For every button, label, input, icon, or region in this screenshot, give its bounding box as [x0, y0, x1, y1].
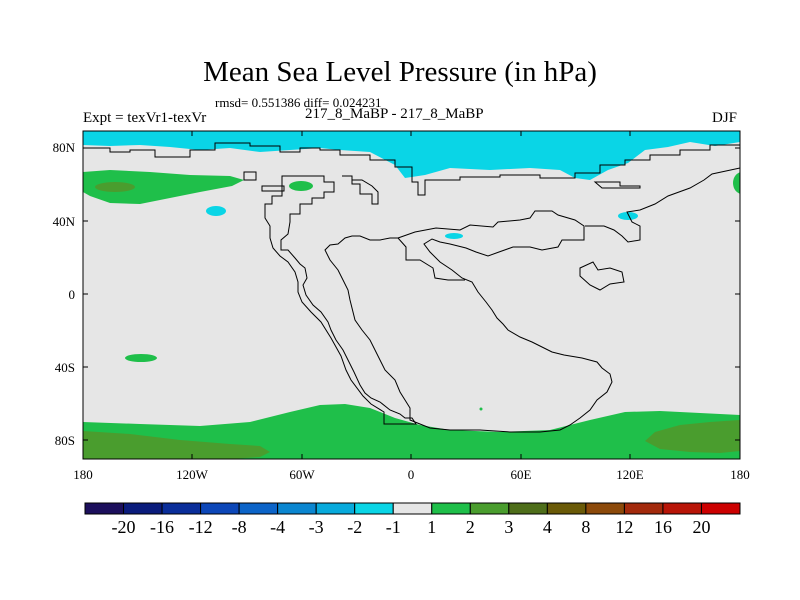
- colorbar-swatch: [161, 502, 202, 515]
- colorbar-swatch: [585, 502, 625, 515]
- region-south-pacific-high: [125, 354, 157, 362]
- subtitle: 217_8_MaBP - 217_8_MaBP: [305, 106, 484, 122]
- coastlines: [85, 142, 740, 433]
- colorbar-swatch: [546, 502, 587, 515]
- stats-text: rmsd= 0.551386 diff= 0.024231: [215, 95, 382, 110]
- colorbar-swatch: [662, 502, 702, 515]
- lon-label-60w: 60W: [289, 467, 315, 482]
- colorbar-label: -3: [308, 517, 324, 537]
- lon-label-180e: 180: [730, 467, 750, 482]
- experiment-label: Expt = texVr1-texVr: [83, 110, 207, 126]
- coastline-americas: [243, 171, 417, 425]
- colorbar-swatch: [700, 502, 741, 515]
- colorbar-swatch: [200, 502, 240, 515]
- coastline-eurasia-africa: [324, 210, 613, 433]
- colorbar-swatch: [469, 502, 510, 515]
- lat-label-40n: 40N: [52, 214, 75, 229]
- season-label: DJF: [712, 110, 738, 126]
- colorbar-label: -1: [385, 517, 401, 537]
- colorbar-label: 16: [653, 517, 672, 537]
- coastline-north-landmass: [85, 142, 740, 196]
- region-east-asia-low: [618, 212, 638, 220]
- lat-label-80s: 80S: [54, 433, 75, 448]
- lat-label-80n: 80N: [52, 140, 75, 155]
- colorbar-label: -12: [188, 517, 213, 537]
- lon-label-120e: 120E: [616, 467, 644, 482]
- lon-label-0: 0: [407, 467, 415, 482]
- region-atlantic-edge-high: [733, 172, 740, 194]
- coastline-southeast-asia: [579, 261, 625, 291]
- colorbar-swatch: [354, 502, 394, 515]
- colorbar-label: 20: [692, 517, 711, 537]
- colorbar-swatch: [392, 502, 433, 515]
- lon-label-180w: 180: [73, 467, 93, 482]
- region-mid-pacific-low: [206, 206, 226, 216]
- region-north-pacific-high: [83, 170, 244, 204]
- colorbar-swatch: [84, 502, 125, 515]
- region-southern-ocean-core: [83, 431, 270, 459]
- colorbar-swatch: [508, 502, 548, 515]
- coastline-arctic-island: [593, 181, 641, 189]
- colorbar-label: -20: [111, 517, 136, 537]
- lat-label-40s: 40S: [54, 360, 75, 375]
- colorbar: [84, 502, 741, 515]
- coastline-east-asia: [585, 167, 740, 243]
- colorbar-swatch: [123, 502, 163, 515]
- colorbar-swatch: [238, 502, 279, 515]
- region-small-high: [479, 407, 483, 411]
- colorbar-label: 4: [542, 517, 552, 537]
- region-north-america-high: [289, 181, 313, 191]
- region-north-pacific-core: [95, 182, 135, 192]
- colorbar-label: 12: [615, 517, 634, 537]
- colorbar-label: 1: [427, 517, 437, 537]
- plot-title: Mean Sea Level Pressure (in hPa): [203, 56, 597, 88]
- axis-ticks: [83, 131, 740, 459]
- colorbar-swatch: [623, 502, 664, 515]
- region-equatorial-africa-low: [445, 233, 463, 239]
- region-southern-ocean-core-east: [645, 420, 740, 453]
- lon-label-60e: 60E: [510, 467, 532, 482]
- colorbar-label: 8: [581, 517, 591, 537]
- coastline-greenland: [342, 175, 379, 205]
- colorbar-label: -8: [231, 517, 247, 537]
- colorbar-label: -16: [150, 517, 175, 537]
- map-fill-layer: [83, 131, 740, 459]
- colorbar-label: -4: [270, 517, 286, 537]
- colorbar-swatch: [277, 502, 317, 515]
- colorbar-label: -2: [347, 517, 363, 537]
- lat-label-0: 0: [68, 287, 76, 302]
- coastline-india: [397, 237, 465, 281]
- colorbar-label: 3: [504, 517, 514, 537]
- lon-label-120w: 120W: [176, 467, 208, 482]
- colorbar-swatch: [431, 502, 471, 515]
- colorbar-swatch: [315, 502, 356, 515]
- colorbar-label: 2: [465, 517, 475, 537]
